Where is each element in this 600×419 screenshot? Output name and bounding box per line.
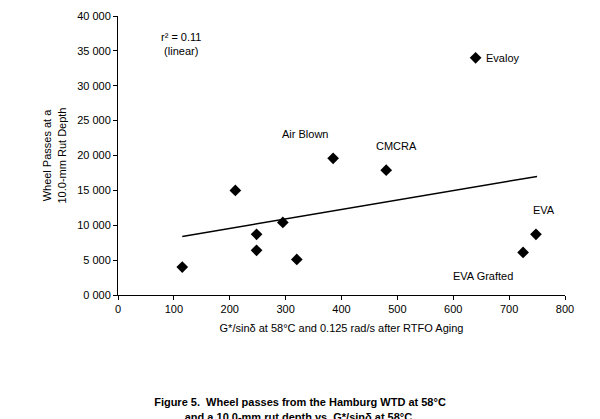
- svg-text:600: 600: [444, 303, 462, 315]
- svg-text:200: 200: [221, 303, 239, 315]
- svg-text:500: 500: [388, 303, 406, 315]
- svg-text:10 000: 10 000: [77, 219, 111, 231]
- svg-text:Air Blown: Air Blown: [282, 128, 328, 140]
- svg-text:EVA Grafted: EVA Grafted: [453, 270, 513, 282]
- svg-text:20 000: 20 000: [77, 149, 111, 161]
- svg-text:300: 300: [276, 303, 294, 315]
- svg-text:100: 100: [165, 303, 183, 315]
- svg-text:0 000: 0 000: [83, 289, 111, 301]
- svg-text:800: 800: [556, 303, 574, 315]
- svg-text:700: 700: [500, 303, 518, 315]
- svg-text:0: 0: [115, 303, 121, 315]
- svg-text:5 000: 5 000: [83, 254, 111, 266]
- svg-text:Evaloy: Evaloy: [486, 52, 520, 64]
- svg-text:CMCRA: CMCRA: [376, 140, 417, 152]
- svg-text:25 000: 25 000: [77, 114, 111, 126]
- svg-text:G*/sinδ at 58°C and 0.125 rad/: G*/sinδ at 58°C and 0.125 rad/s after RT…: [220, 322, 464, 334]
- svg-text:Figure 5. Wheel passes from t: Figure 5. Wheel passes from the Hamburg …: [154, 396, 446, 419]
- svg-text:400: 400: [332, 303, 350, 315]
- svg-text:r² = 0.11(linear): r² = 0.11(linear): [161, 31, 201, 57]
- svg-text:15 000: 15 000: [77, 184, 111, 196]
- svg-text:40 000: 40 000: [77, 10, 111, 22]
- svg-text:EVA: EVA: [533, 204, 555, 216]
- svg-text:35 000: 35 000: [77, 45, 111, 57]
- svg-text:Wheel Passes at a10.0-mm Rut D: Wheel Passes at a10.0-mm Rut Depth: [41, 108, 67, 204]
- svg-text:30 000: 30 000: [77, 80, 111, 92]
